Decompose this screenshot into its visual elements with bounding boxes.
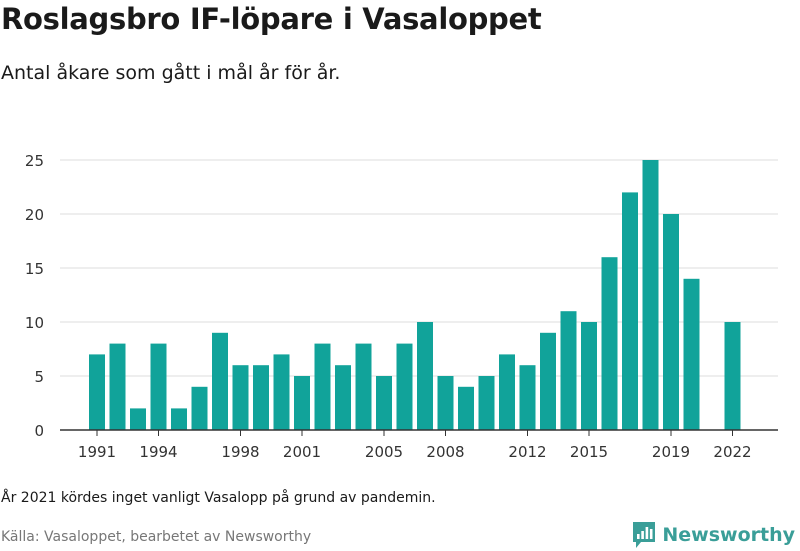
y-tick-label: 20 <box>25 206 44 224</box>
chart-subtitle: Antal åkare som gått i mål år för år. <box>1 62 341 84</box>
brand[interactable]: Newsworthy <box>632 519 795 551</box>
bar-2001 <box>294 376 310 430</box>
y-tick-label: 15 <box>25 260 44 278</box>
bar-1995 <box>171 408 187 430</box>
bar-2007 <box>417 322 433 430</box>
x-tick-label: 1994 <box>139 443 177 461</box>
bar-1991 <box>89 354 105 430</box>
footnote: År 2021 kördes inget vanligt Vasalopp på… <box>1 490 436 506</box>
source-credit: Källa: Vasaloppet, bearbetet av Newswort… <box>1 529 312 545</box>
x-tick-label: 2012 <box>508 443 546 461</box>
bar-2011 <box>499 354 515 430</box>
bar-2013 <box>540 332 556 430</box>
bar-2016 <box>601 257 618 430</box>
x-tick-label: 2019 <box>652 443 690 461</box>
x-tick-label: 2015 <box>570 443 608 461</box>
bar-2012 <box>519 365 536 430</box>
axes: 0 5 10 15 20 25 1991 1994 1998 2001 2005 2008 2012 20… <box>25 152 778 461</box>
bar-2009 <box>458 386 474 430</box>
bar-2005 <box>376 376 392 430</box>
bar-2020 <box>683 278 700 430</box>
y-tick-label: 10 <box>25 314 44 332</box>
bar-2018 <box>642 160 659 430</box>
y-tick-label: 5 <box>34 368 44 386</box>
bar-2019 <box>663 214 679 430</box>
bar-2006 <box>396 343 413 430</box>
brand-name: Newsworthy <box>662 524 795 546</box>
bar-2000 <box>273 354 290 430</box>
x-tick-label: 1991 <box>78 443 116 461</box>
bar-2015 <box>581 322 597 430</box>
newsworthy-logo-icon <box>633 522 656 548</box>
bar-2008 <box>437 376 454 430</box>
chart-title: Roslagsbro IF-löpare i Vasaloppet <box>1 2 542 36</box>
bar-1997 <box>212 332 228 430</box>
x-tick-label: 2005 <box>365 443 403 461</box>
x-tick-label: 2022 <box>713 443 751 461</box>
y-tick-label: 0 <box>34 422 44 440</box>
bar-2017 <box>622 192 638 430</box>
bar-2022 <box>724 322 741 430</box>
bar-2010 <box>478 376 495 430</box>
x-tick-label: 2001 <box>283 443 321 461</box>
bar-1994 <box>150 343 167 430</box>
bar-1996 <box>191 386 208 430</box>
bar-chart: 0 5 10 15 20 25 1991 1994 1998 2001 2005 2008 2012 20… <box>25 152 778 461</box>
y-tick-label: 25 <box>25 152 44 170</box>
x-tick-label: 1998 <box>221 443 259 461</box>
bars <box>89 160 741 430</box>
bar-2004 <box>355 343 372 430</box>
bar-1992 <box>109 343 126 430</box>
bar-2002 <box>314 343 331 430</box>
bar-1999 <box>253 365 269 430</box>
bar-2014 <box>560 311 577 430</box>
x-tick-label: 2008 <box>426 443 464 461</box>
bar-2003 <box>335 365 351 430</box>
bar-1998 <box>232 365 249 430</box>
bar-1993 <box>130 408 146 430</box>
